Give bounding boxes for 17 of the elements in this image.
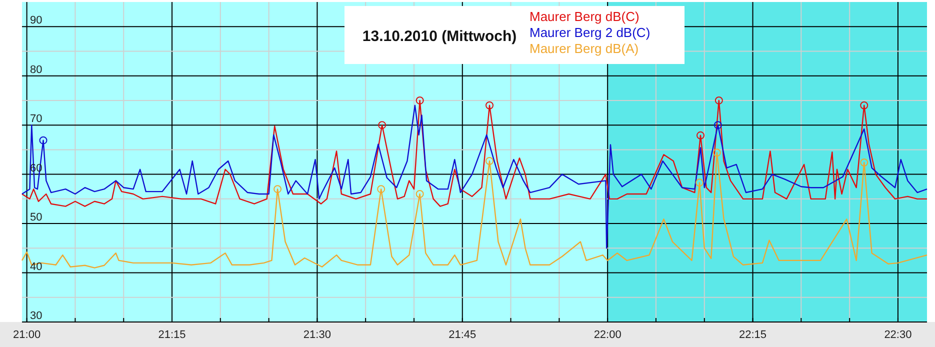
x-tick-label: 21:15 xyxy=(158,329,186,341)
x-tick-label: 22:00 xyxy=(594,329,622,341)
x-tick-label: 21:30 xyxy=(303,329,331,341)
x-tick-label: 21:45 xyxy=(448,329,476,341)
text: Maurer Berg dB(C) xyxy=(530,9,640,24)
x-tick-label: 22:15 xyxy=(739,329,767,341)
y-tick-label: 90 xyxy=(30,14,42,27)
x-tick-label: 21:00 xyxy=(13,329,41,341)
text: Maurer Berg 2 dB(C) xyxy=(530,25,650,40)
y-tick-label: 40 xyxy=(30,260,42,273)
y-tick-label: 70 xyxy=(30,113,42,126)
text: 13.10.2010 (Mittwoch) xyxy=(362,28,517,45)
y-tick-label: 50 xyxy=(30,212,42,224)
x-tick-label: 22:30 xyxy=(884,329,912,341)
y-tick-label: 80 xyxy=(30,64,42,76)
y-tick-label: 30 xyxy=(30,310,42,322)
text: Maurer Berg dB(A) xyxy=(530,41,639,56)
